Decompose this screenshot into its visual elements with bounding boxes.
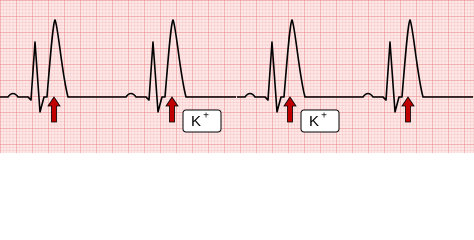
label-box: K + bbox=[300, 109, 340, 133]
label-sup: + bbox=[203, 111, 209, 122]
ecg-grid bbox=[0, 0, 474, 153]
label-text: K bbox=[191, 113, 201, 130]
label-sup: + bbox=[321, 111, 327, 122]
label-frame bbox=[182, 109, 222, 133]
label-box: K + bbox=[182, 109, 222, 133]
ecg-diagram: K + K + bbox=[0, 0, 474, 153]
label-text: K bbox=[309, 113, 319, 130]
label-frame bbox=[300, 109, 340, 133]
